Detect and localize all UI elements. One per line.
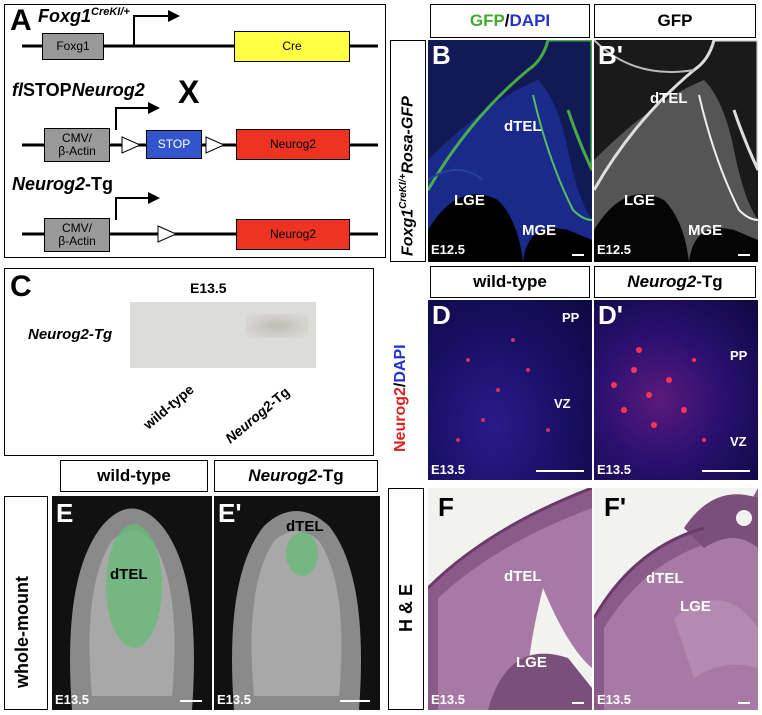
side-label-foxg1-rosa: Foxg1CreKI/+Rosa-GFP xyxy=(398,96,417,256)
mge-label-b: MGE xyxy=(522,222,557,239)
he-tg-tissue xyxy=(594,488,758,710)
stage-label-d: E13.5 xyxy=(431,462,465,477)
he-wt-image: F dTEL LGE E13.5 xyxy=(428,488,592,710)
stage-label-d-prime: E13.5 xyxy=(597,462,631,477)
caption-gfp: GFP xyxy=(594,4,756,38)
scale-bar-f xyxy=(572,702,584,704)
panel-d-prime-letter: D' xyxy=(598,300,623,330)
pp-label-d-prime: PP xyxy=(730,348,748,363)
panel-c-row-label: Neurog2-Tg xyxy=(28,326,113,343)
gfp-image: B' dTEL LGE MGE E12.5 xyxy=(594,40,758,262)
panel-c-stage: E13.5 xyxy=(190,280,227,296)
stage-label-f: E13.5 xyxy=(431,692,465,707)
scale-bar-e-prime xyxy=(340,700,370,702)
side-label-h-and-e: H & E xyxy=(396,583,416,632)
neurog2-tg-title: Neurog2-Tg xyxy=(12,174,113,194)
caption-wild-type-d: wild-type xyxy=(430,266,590,298)
flstop-title: flSTOPNeurog2 xyxy=(12,80,145,100)
scale-bar-d-prime xyxy=(702,470,750,472)
whole-mount-tg-image: E' dTEL E13.5 xyxy=(214,496,380,710)
tg-brain xyxy=(232,511,361,710)
caption-neurog2-tg-d: Neurog2 -Tg xyxy=(594,266,756,298)
side-label-box-b xyxy=(390,40,426,262)
lge-label-b-prime: LGE xyxy=(624,192,655,209)
cre-box: Cre xyxy=(234,31,350,62)
side-label-box-e xyxy=(4,496,48,710)
cmv-actin-box-2: CMV/β-Actin xyxy=(44,218,110,252)
scale-bar-b xyxy=(572,254,584,256)
panel-f-letter: F xyxy=(438,492,454,522)
panel-e-letter: E xyxy=(56,498,74,528)
scale-bar-f-prime xyxy=(738,702,750,704)
scale-bar-d xyxy=(536,470,584,472)
vz-label-d-prime: VZ xyxy=(730,434,747,449)
neurog2-box-1: Neurog2 xyxy=(236,129,350,160)
gfp-dapi-tissue xyxy=(428,40,592,262)
foxg1-title: Foxg1CreKI/+ xyxy=(38,6,130,26)
mge-label-b-prime: MGE xyxy=(688,222,723,239)
neurog2-dapi-wt-image: D PP VZ E13.5 xyxy=(428,300,592,480)
pp-label-d: PP xyxy=(562,310,580,325)
dtel-label-b: dTEL xyxy=(504,118,542,135)
panel-b-letter: B xyxy=(432,40,451,70)
dtel-label-e-prime: dTEL xyxy=(286,518,324,535)
western-blot-strip xyxy=(130,302,316,368)
caption-wild-type-e: wild-type xyxy=(60,460,208,492)
tg-nuclei xyxy=(611,347,706,442)
dtel-label-f-prime: dTEL xyxy=(646,570,684,587)
side-label-box-f xyxy=(388,488,424,710)
stage-label-b: E12.5 xyxy=(431,242,465,257)
foxg1-box: Foxg1 xyxy=(42,33,104,60)
neurog2-dapi-tg-image: D' PP VZ E13.5 xyxy=(594,300,758,480)
wt-nuclei xyxy=(456,338,550,442)
side-label-neurog2-dapi: Neurog2/DAPI xyxy=(392,344,409,452)
cmv-actin-box-1: CMV/β-Actin xyxy=(44,128,110,162)
stage-label-f-prime: E13.5 xyxy=(597,692,631,707)
panel-c-letter: C xyxy=(10,270,32,303)
dtel-label-e: dTEL xyxy=(110,566,148,583)
caption-neurog2-tg-e: Neurog2 -Tg xyxy=(214,460,378,492)
cross-symbol: X xyxy=(178,74,200,110)
panel-f-prime-letter: F' xyxy=(604,492,627,522)
stop-box: STOP xyxy=(146,130,202,159)
scale-bar-e xyxy=(180,700,202,702)
panel-a-letter: A xyxy=(10,4,32,37)
wt-brain xyxy=(70,508,194,710)
gfp-tissue xyxy=(594,40,758,262)
vz-label-d: VZ xyxy=(554,396,571,411)
neurog2-box-2: Neurog2 xyxy=(236,219,350,250)
lge-label-f-prime: LGE xyxy=(680,598,711,615)
side-label-whole-mount: whole-mount xyxy=(12,576,32,688)
panel-b-prime-letter: B' xyxy=(598,40,623,70)
he-wt-tissue xyxy=(428,488,592,710)
caption-gfp-dapi: GFP / DAPI xyxy=(430,4,590,38)
gfp-dapi-image: B dTEL LGE MGE E12.5 xyxy=(428,40,592,262)
stage-label-e: E13.5 xyxy=(55,692,89,707)
stage-label-b-prime: E12.5 xyxy=(597,242,631,257)
scale-bar-b-prime xyxy=(738,254,750,256)
he-tg-image: F' dTEL LGE E13.5 xyxy=(594,488,758,710)
panel-e-prime-letter: E' xyxy=(218,498,242,528)
whole-mount-wt-image: E dTEL E13.5 xyxy=(52,496,212,710)
lge-label-f: LGE xyxy=(516,654,547,671)
blot-band xyxy=(246,314,308,338)
dtel-label-b-prime: dTEL xyxy=(650,90,688,107)
stage-label-e-prime: E13.5 xyxy=(217,692,251,707)
dtel-label-f: dTEL xyxy=(504,568,542,585)
lge-label-b: LGE xyxy=(454,192,485,209)
panel-d-letter: D xyxy=(432,300,451,330)
